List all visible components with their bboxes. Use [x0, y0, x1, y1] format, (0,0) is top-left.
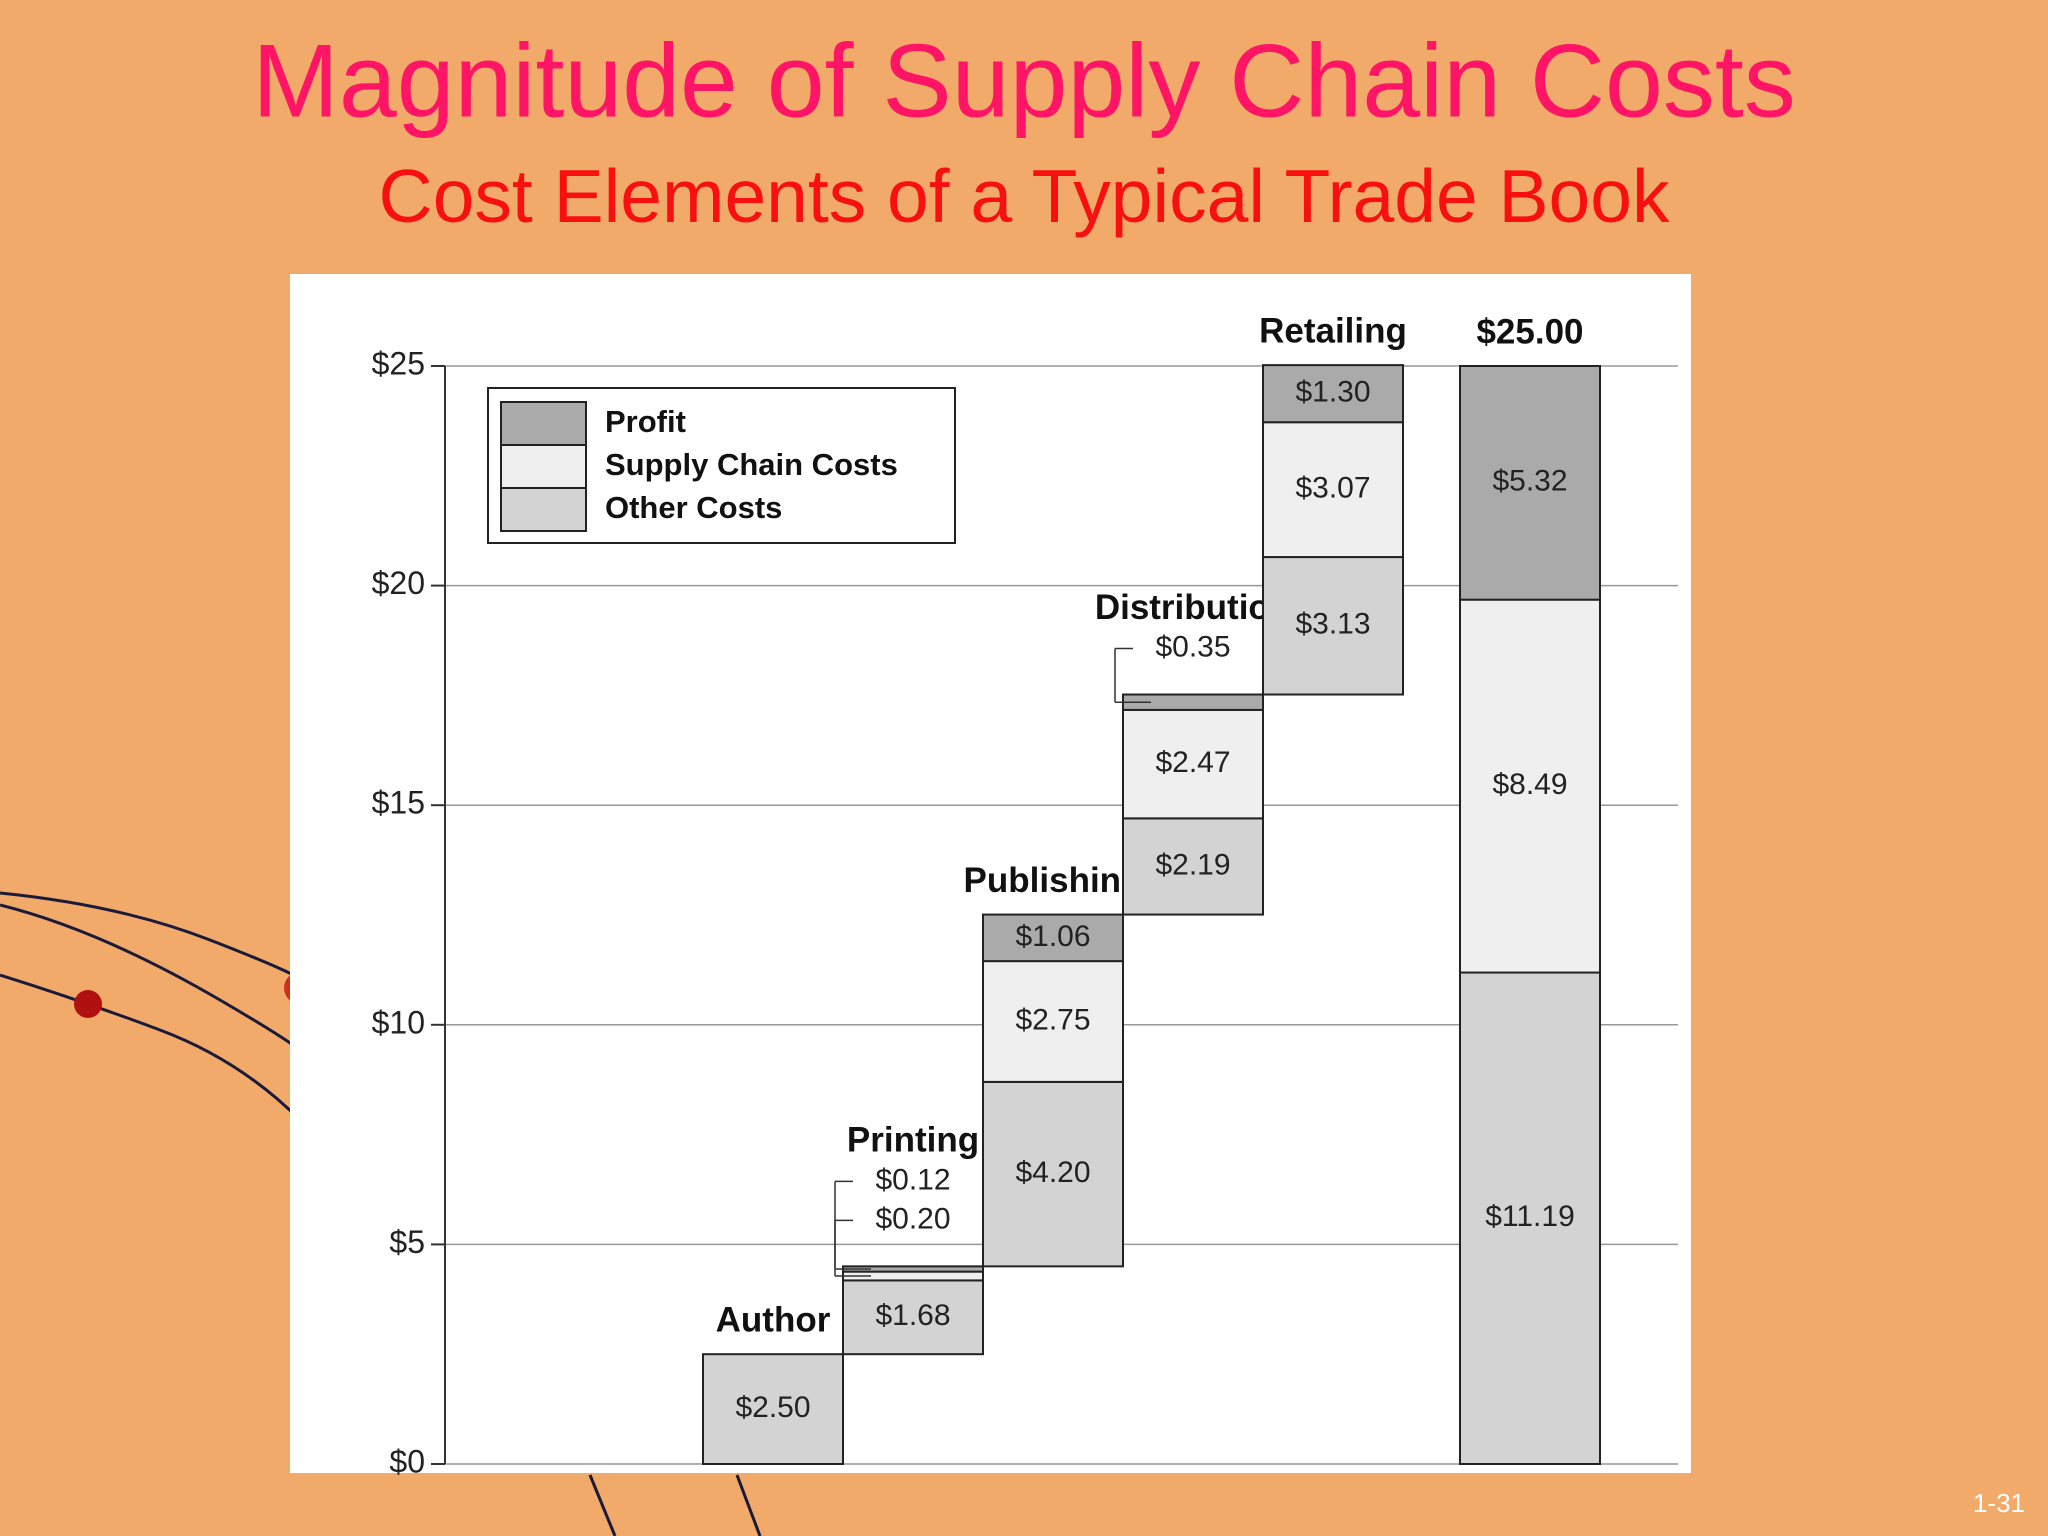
bar-segment [842, 1279, 984, 1356]
bar-segment [1459, 365, 1601, 601]
value-label: $0.20 [875, 1202, 950, 1235]
category-label: Printing [847, 1121, 979, 1160]
value-label: $2.50 [735, 1391, 810, 1424]
bar-segment [1459, 971, 1601, 1466]
bar-segment [1459, 598, 1601, 974]
deco-curve [588, 1474, 617, 1536]
legend-label: Supply Chain Costs [605, 447, 898, 482]
legend-swatch [500, 487, 587, 532]
category-label: Publishing [964, 861, 1143, 900]
y-tick-label: $20 [372, 565, 425, 601]
value-label: $2.19 [1155, 848, 1230, 881]
bar-segment [702, 1353, 844, 1465]
bar-segment [1262, 364, 1404, 424]
slide-subtitle: Cost Elements of a Typical Trade Book [379, 154, 1670, 238]
value-label: $0.35 [1155, 630, 1230, 663]
legend-label: Other Costs [605, 490, 782, 525]
value-label: $8.49 [1492, 768, 1567, 801]
value-label: $3.07 [1295, 472, 1370, 505]
deco-dot [74, 990, 102, 1018]
deco-curve [0, 903, 312, 1063]
value-label: $2.75 [1015, 1003, 1090, 1036]
value-label: $1.30 [1295, 376, 1370, 409]
legend-swatch [500, 401, 587, 446]
slide-title: Magnitude of Supply Chain Costs [252, 23, 1796, 139]
legend-label: Profit [605, 404, 686, 439]
y-tick-label: $15 [372, 785, 425, 821]
deco-curve [0, 891, 302, 981]
legend-swatch [500, 444, 587, 489]
category-label: Retailing [1259, 311, 1407, 350]
bar-segment [982, 960, 1124, 1083]
slide-number: 1-31 [1973, 1488, 2025, 1518]
value-label: $4.20 [1015, 1156, 1090, 1189]
y-tick-label: $10 [372, 1004, 425, 1040]
bar-segment [982, 913, 1124, 963]
value-label: $1.68 [875, 1299, 950, 1332]
plot: $0 $5 $10 $15 $20 $25 $2.50 Author $1.68 $0.20 $0.… [372, 311, 1678, 1479]
value-label: $2.47 [1155, 746, 1230, 779]
y-tick-label: $0 [389, 1443, 425, 1479]
value-label: $0.12 [875, 1163, 950, 1196]
value-label: $3.13 [1295, 608, 1370, 641]
bar-segment [982, 1080, 1124, 1268]
deco-curve [0, 973, 302, 1122]
bar-segment [1262, 421, 1404, 559]
value-label: $11.19 [1485, 1200, 1575, 1233]
y-tick-label: $5 [389, 1224, 425, 1260]
bar-segment [1122, 817, 1264, 916]
category-label: $25.00 [1476, 312, 1583, 351]
category-label: Author [716, 1300, 831, 1339]
value-label: $1.06 [1015, 920, 1090, 953]
bar-segment [1262, 556, 1404, 696]
bar-segment [1122, 708, 1264, 820]
category-label: Distribution [1095, 588, 1291, 627]
deco-curve [735, 1474, 762, 1536]
y-tick-label: $25 [372, 345, 425, 381]
value-label: $5.32 [1492, 465, 1567, 498]
